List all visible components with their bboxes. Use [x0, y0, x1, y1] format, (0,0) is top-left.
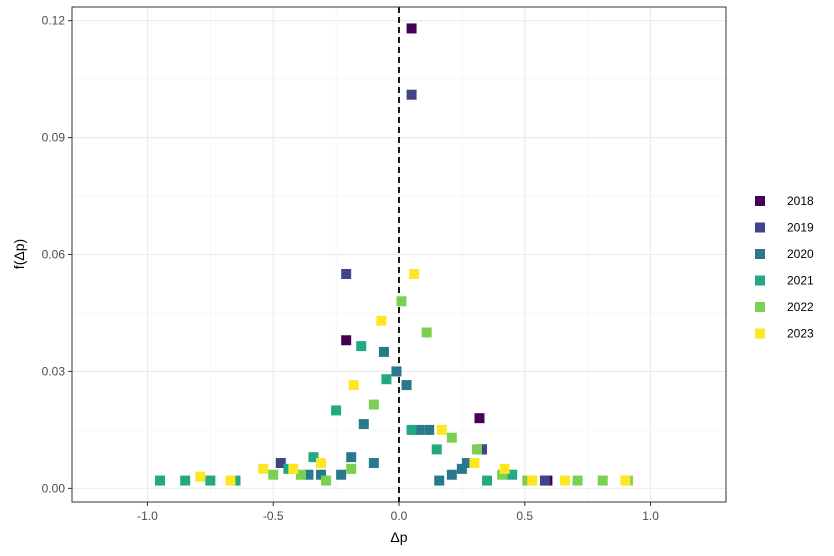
data-point-2022 — [346, 463, 357, 474]
data-point-2023 — [499, 463, 510, 474]
data-point-2023 — [288, 463, 299, 474]
legend-label-2019: 2019 — [787, 221, 814, 235]
data-point-2019 — [341, 268, 352, 279]
data-point-2020 — [336, 469, 347, 480]
data-point-2023 — [560, 475, 571, 486]
x-tick-label: -1.0 — [137, 509, 158, 523]
data-point-2020 — [378, 346, 389, 357]
data-point-2023 — [469, 458, 480, 469]
legend-key-2023 — [755, 328, 765, 339]
x-tick-label: 1.0 — [642, 509, 659, 523]
data-point-2022 — [421, 327, 432, 338]
data-point-2022 — [522, 475, 533, 486]
legend-label-2020: 2020 — [787, 247, 814, 261]
x-tick-label: 0.5 — [516, 509, 533, 523]
legend-label-2018: 2018 — [787, 194, 814, 208]
data-point-2019 — [406, 89, 417, 100]
data-point-2020 — [346, 452, 357, 463]
data-point-2021 — [180, 475, 191, 486]
data-point-2022 — [446, 432, 457, 443]
data-point-2021 — [205, 475, 216, 486]
x-tick-label: 0.0 — [391, 509, 408, 523]
data-point-2020 — [358, 419, 369, 430]
data-point-2021 — [356, 341, 367, 352]
data-point-2023 — [527, 475, 538, 486]
data-point-2022 — [597, 475, 608, 486]
data-point-2022 — [295, 469, 306, 480]
data-point-2023 — [620, 475, 631, 486]
y-axis-ticks: 0.00 0.03 0.06 0.09 0.12 — [42, 14, 72, 495]
legend-key-2019 — [755, 222, 765, 233]
data-point-2019 — [275, 458, 286, 469]
data-point-2021 — [507, 469, 518, 480]
data-point-2023 — [316, 458, 327, 469]
data-point-2023 — [258, 463, 269, 474]
data-point-2020 — [391, 366, 402, 377]
data-point-2020 — [434, 475, 445, 486]
data-point-2021 — [155, 475, 166, 486]
legend-key-2022 — [755, 302, 765, 312]
data-point-2023 — [376, 315, 387, 326]
data-point-2020 — [424, 424, 435, 435]
data-point-2021 — [482, 475, 493, 486]
data-point-2022 — [268, 469, 279, 480]
data-points — [155, 23, 633, 486]
data-point-2023 — [348, 380, 359, 391]
data-point-2020 — [303, 469, 314, 480]
legend-label-2022: 2022 — [787, 300, 814, 314]
legend-label-2021: 2021 — [787, 274, 814, 288]
data-point-2019 — [477, 444, 488, 455]
y-tick-label: 0.12 — [42, 14, 66, 28]
data-point-2021 — [331, 405, 342, 416]
data-point-2019 — [539, 475, 550, 486]
data-point-2023 — [225, 475, 236, 486]
data-point-2021 — [283, 463, 294, 474]
x-axis-title: Δp — [390, 529, 407, 545]
y-axis-title: f(Δp) — [11, 239, 27, 269]
data-point-2022 — [321, 475, 332, 486]
x-tick-label: -0.5 — [263, 509, 284, 523]
data-point-2018 — [406, 23, 417, 34]
data-point-2022 — [471, 444, 482, 455]
x-axis-ticks: -1.0 -0.5 0.0 0.5 1.0 — [137, 502, 659, 523]
data-point-2020 — [461, 458, 472, 469]
data-point-2020 — [414, 424, 425, 435]
y-tick-label: 0.06 — [42, 248, 66, 262]
legend-key-2021 — [755, 275, 765, 286]
data-point-2021 — [308, 452, 319, 463]
data-point-2023 — [195, 471, 206, 482]
y-tick-label: 0.09 — [42, 131, 66, 145]
data-point-2021 — [431, 444, 442, 455]
data-point-2021 — [381, 374, 392, 385]
data-point-2021 — [230, 475, 241, 486]
legend-label-2023: 2023 — [787, 327, 814, 341]
data-point-2020 — [368, 458, 379, 469]
data-point-2022 — [396, 296, 407, 307]
data-point-2022 — [368, 399, 379, 410]
legend-key-2020 — [755, 249, 765, 259]
data-point-2021 — [406, 424, 417, 435]
data-point-2020 — [401, 380, 412, 391]
data-point-2023 — [409, 268, 420, 279]
legend-key-2018 — [755, 196, 765, 206]
data-point-2018 — [341, 335, 352, 346]
legend: 2018 2019 2020 2021 2022 2023 — [755, 194, 814, 341]
data-point-2023 — [436, 424, 447, 435]
y-tick-label: 0.03 — [42, 364, 66, 378]
data-point-2018 — [474, 413, 485, 424]
y-tick-label: 0.00 — [42, 481, 66, 495]
data-point-2020 — [456, 463, 467, 474]
data-point-2022 — [497, 469, 508, 480]
data-point-2020 — [316, 469, 327, 480]
data-point-2022 — [572, 475, 583, 486]
data-point-2020 — [446, 469, 457, 480]
